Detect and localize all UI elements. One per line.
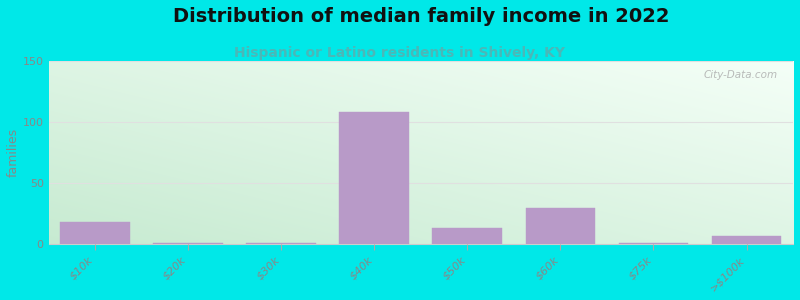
- Bar: [339, 112, 409, 244]
- Text: Hispanic or Latino residents in Shively, KY: Hispanic or Latino residents in Shively,…: [234, 46, 566, 61]
- Bar: [246, 243, 316, 244]
- Title: Distribution of median family income in 2022: Distribution of median family income in …: [173, 7, 669, 26]
- Bar: [433, 228, 502, 244]
- Text: City-Data.com: City-Data.com: [704, 70, 778, 80]
- Bar: [712, 236, 782, 244]
- Bar: [60, 222, 130, 244]
- Y-axis label: families: families: [7, 128, 20, 177]
- Bar: [154, 243, 223, 244]
- Bar: [526, 208, 595, 244]
- Bar: [618, 243, 688, 244]
